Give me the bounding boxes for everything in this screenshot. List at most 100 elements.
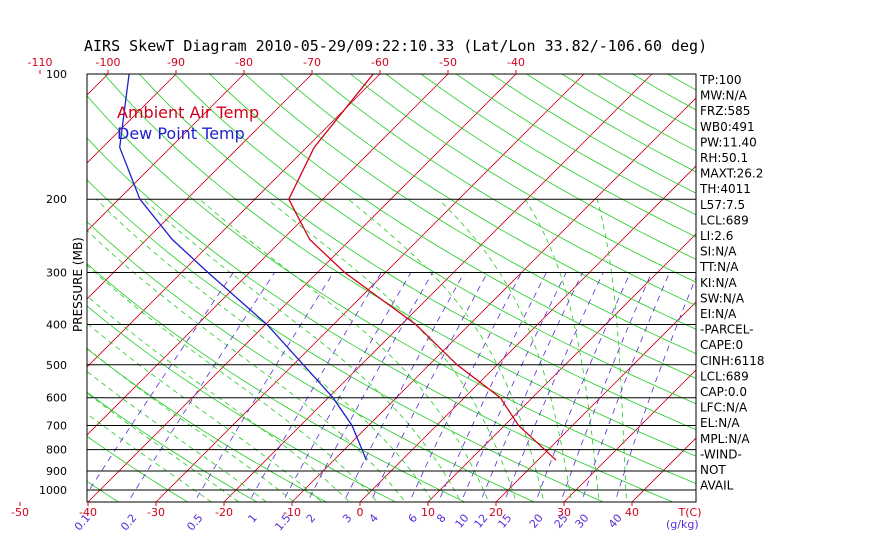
pressure-tick-label: 100 bbox=[46, 68, 67, 81]
mixing-ratio-line bbox=[409, 272, 522, 502]
mixing-ratio-line bbox=[479, 272, 583, 502]
top-temp-tick-label: -110 bbox=[28, 56, 53, 69]
dry-adiabat-line bbox=[87, 221, 536, 502]
index-label: CINH:6118 bbox=[700, 354, 765, 368]
index-label: CAP:0.0 bbox=[700, 385, 747, 399]
isotherm-line bbox=[563, 369, 696, 502]
mixing-ratio-line bbox=[560, 272, 653, 502]
top-temp-tick-label: -50 bbox=[439, 56, 457, 69]
bottom-temp-tick-label: 20 bbox=[489, 506, 503, 519]
index-label: EI:N/A bbox=[700, 307, 737, 321]
index-label: -PARCEL- bbox=[700, 323, 754, 337]
isotherm-line bbox=[223, 74, 653, 502]
dry-adiabat-line bbox=[385, 74, 696, 260]
mixing-ratio-tick-label: 30 bbox=[573, 512, 592, 531]
mixing-ratio-tick-label: 20 bbox=[527, 512, 546, 531]
bottom-temp-tick-label: 0 bbox=[357, 506, 364, 519]
moist-adiabat-line bbox=[95, 198, 434, 502]
dry-adiabat-line bbox=[87, 435, 189, 502]
mixing-ratio-line bbox=[248, 272, 382, 502]
moist-adiabat-line bbox=[87, 295, 351, 502]
legend: Ambient Air Temp Dew Point Temp bbox=[117, 103, 259, 143]
pressure-tick-label: 1000 bbox=[39, 484, 67, 497]
dry-adiabat-line bbox=[209, 74, 696, 379]
mixing-ratio-tick-label: 1 bbox=[245, 512, 259, 526]
skewt-grid bbox=[0, 69, 696, 507]
isotherm-line bbox=[87, 74, 517, 502]
mixing-ratio-tick-label: 0.2 bbox=[118, 512, 139, 534]
bottom-temp-tick-label: 40 bbox=[625, 506, 639, 519]
index-label: SW:N/A bbox=[700, 291, 745, 305]
index-label: KI:N/A bbox=[700, 276, 737, 290]
index-label: LCL:689 bbox=[700, 369, 749, 383]
dry-adiabat-line bbox=[87, 179, 605, 502]
moist-adiabat-line bbox=[524, 198, 600, 502]
index-label: FRZ:585 bbox=[700, 104, 750, 118]
dry-adiabat-line bbox=[455, 74, 696, 216]
dry-adiabat-line bbox=[314, 74, 696, 306]
isotherm-line bbox=[87, 74, 449, 436]
plot-frame bbox=[86, 73, 697, 503]
top-temp-tick-label: -40 bbox=[507, 56, 525, 69]
mixing-ratio-tick-label: 8 bbox=[434, 512, 448, 526]
index-label: EL:N/A bbox=[700, 416, 740, 430]
mixing-ratio-label: (g/kg) bbox=[666, 518, 699, 531]
mixing-ratio-line bbox=[437, 272, 547, 502]
dry-adiabat-line bbox=[279, 74, 696, 330]
isotherm-line bbox=[155, 74, 585, 502]
dry-adiabat-line bbox=[87, 305, 397, 502]
legend-ambient-air-temp: Ambient Air Temp bbox=[117, 103, 259, 122]
mixing-ratio-tick-label: 2 bbox=[304, 512, 318, 526]
moist-adiabat-line bbox=[347, 198, 545, 502]
moist-adiabat-line bbox=[267, 198, 517, 502]
moist-adiabat-line bbox=[87, 370, 268, 502]
moist-adiabat-line bbox=[87, 322, 323, 502]
index-label: LI:2.6 bbox=[700, 229, 733, 243]
pressure-tick-label: 500 bbox=[46, 359, 67, 372]
isotherm-line bbox=[87, 74, 381, 368]
dry-adiabat-line bbox=[87, 348, 328, 502]
mixing-ratio-tick-label: 4 bbox=[367, 512, 381, 526]
bottom-temp-tick-label: -10 bbox=[283, 506, 301, 519]
mixing-ratio-line bbox=[127, 272, 275, 502]
mixing-ratio-line bbox=[503, 272, 604, 502]
isotherm-line bbox=[87, 74, 177, 164]
mixing-ratio-line bbox=[193, 272, 334, 502]
pressure-tick-label: 400 bbox=[46, 318, 67, 331]
ambient-temp-line bbox=[288, 74, 557, 461]
axes: 1002003004005006007008009001000-120-110-… bbox=[11, 56, 702, 534]
mixing-ratio-tick-label: 3 bbox=[340, 512, 354, 526]
dry-adiabat-line bbox=[490, 74, 696, 194]
moist-adiabat-line bbox=[199, 198, 490, 502]
bottom-temp-tick-label: -20 bbox=[215, 506, 233, 519]
y-axis-label: PRESSURE (MB) bbox=[71, 237, 85, 332]
index-label: MW:N/A bbox=[700, 89, 748, 103]
moist-adiabat-line bbox=[438, 198, 572, 502]
moist-adiabat-line bbox=[87, 229, 406, 502]
dry-adiabat-line bbox=[87, 263, 466, 502]
index-label: L57:7.5 bbox=[700, 198, 745, 212]
index-label: NOT bbox=[700, 463, 726, 477]
mixing-ratio-line bbox=[535, 272, 631, 502]
dry-adiabat-line bbox=[525, 74, 696, 173]
top-temp-tick-label: -80 bbox=[235, 56, 253, 69]
isotherm-line bbox=[0, 69, 45, 507]
index-label: MAXT:26.2 bbox=[700, 167, 763, 181]
index-label: TT:N/A bbox=[699, 260, 739, 274]
sounding-series bbox=[119, 74, 557, 461]
top-temp-tick-label: -70 bbox=[303, 56, 321, 69]
pressure-tick-label: 200 bbox=[46, 193, 67, 206]
mixing-ratio-line bbox=[307, 272, 433, 502]
dry-adiabat-line bbox=[87, 95, 696, 484]
index-label: -WIND- bbox=[700, 447, 742, 461]
index-label: SI:N/A bbox=[700, 245, 737, 259]
dry-adiabat-line bbox=[244, 74, 696, 354]
isotherm-line bbox=[87, 74, 245, 232]
isotherm-line bbox=[427, 233, 696, 502]
index-label: LCL:689 bbox=[700, 213, 749, 227]
dry-adiabat-line bbox=[87, 137, 674, 502]
pressure-tick-label: 600 bbox=[46, 392, 67, 405]
temp-axis-label: T(C) bbox=[678, 506, 702, 519]
dry-adiabat-line bbox=[173, 74, 696, 405]
